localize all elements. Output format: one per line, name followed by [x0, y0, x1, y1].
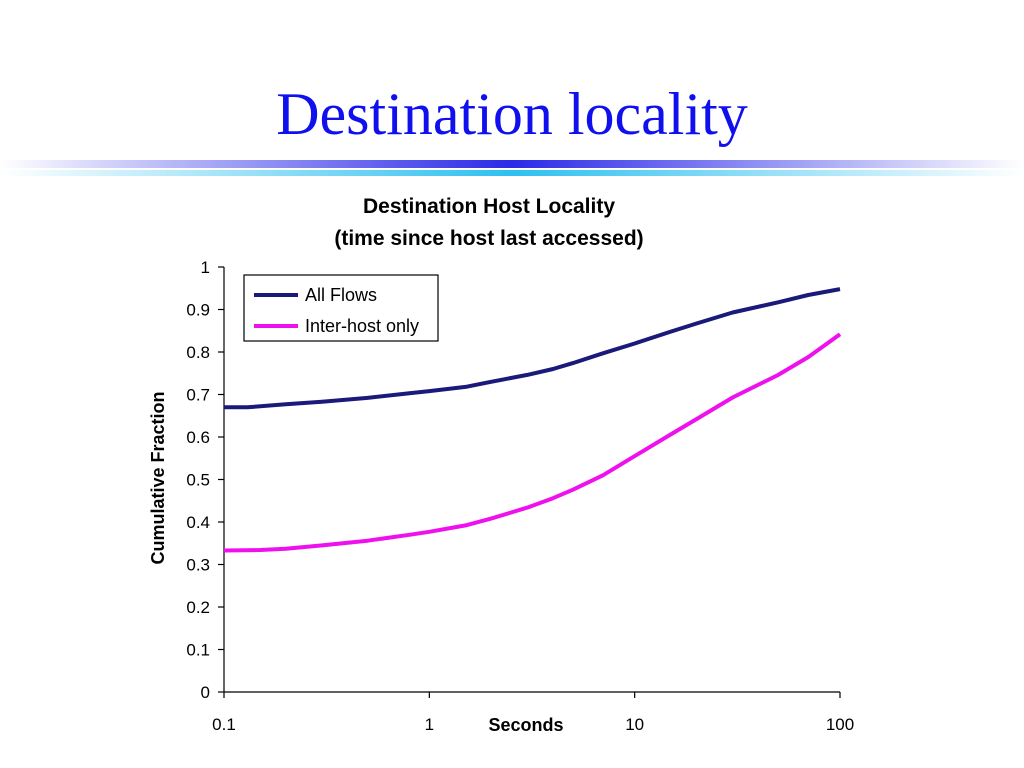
y-tick-label: 0.1	[186, 641, 210, 660]
x-tick-label: 0.1	[212, 715, 236, 734]
slide-title: Destination locality	[276, 81, 748, 147]
x-tick-label: 10	[625, 715, 644, 734]
y-tick-label: 0.5	[186, 471, 210, 490]
chart-title: Destination Host Locality	[363, 195, 615, 218]
y-tick-label: 0	[201, 683, 210, 702]
legend-label: All Flows	[305, 285, 377, 305]
axes: 00.10.20.30.40.50.60.70.80.910.1 1 10 100	[186, 258, 854, 734]
x-tick-label: 100	[826, 715, 854, 734]
y-tick-label: 0.4	[186, 513, 210, 532]
series-line-all-flows	[224, 287, 841, 410]
x-axis-label: Seconds	[488, 715, 563, 735]
y-axis-label: Cumulative Fraction	[148, 391, 168, 564]
y-tick-label: 0.9	[186, 301, 210, 320]
legend: All Flows Inter-host only	[243, 274, 439, 342]
series-line-inter-host-only	[223, 332, 842, 553]
chart-subtitle: (time since host last accessed)	[334, 227, 643, 250]
y-tick-label: 0.3	[186, 556, 210, 575]
legend-label: Inter-host only	[305, 316, 419, 336]
series-lines	[223, 287, 842, 553]
y-tick-label: 0.2	[186, 598, 210, 617]
y-tick-label: 0.6	[186, 428, 210, 447]
title-divider	[0, 160, 1024, 176]
x-tick-label: 1	[425, 715, 434, 734]
y-tick-label: 1	[201, 258, 210, 277]
legend-box	[243, 274, 439, 342]
y-tick-label: 0.7	[186, 386, 210, 405]
y-tick-label: 0.8	[186, 343, 210, 362]
